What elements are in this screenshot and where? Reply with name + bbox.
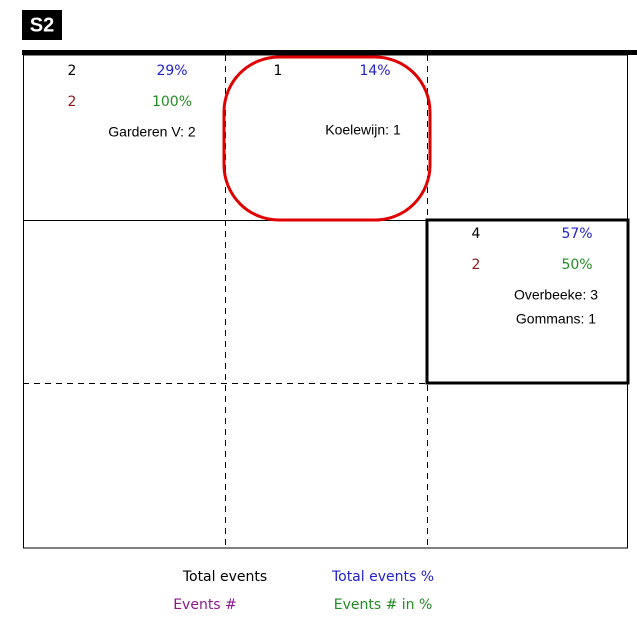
highlight-zone (222, 55, 432, 222)
events: 2 (472, 257, 481, 273)
player: Gommans: 1 (516, 311, 596, 327)
player: Koelewijn: 1 (325, 122, 401, 138)
total-events-pct: 14% (359, 63, 390, 79)
legend-total: Total events (182, 569, 267, 585)
events: 2 (68, 94, 77, 110)
title-box (22, 10, 62, 40)
title: S2 (30, 14, 54, 36)
total-events: 2 (68, 63, 77, 79)
legend-events: Events # (173, 597, 237, 613)
total-events: 4 (472, 226, 481, 242)
legend-events-pct: Events # in % (334, 597, 433, 613)
events-pct: 100% (152, 94, 192, 110)
legend-total-pct: Total events % (331, 569, 434, 585)
selected-zone (425, 218, 630, 385)
player: Overbeeke: 3 (514, 287, 598, 303)
events-pct: 50% (561, 257, 592, 273)
player: Garderen V: 2 (108, 124, 196, 140)
total-events-pct: 57% (561, 226, 592, 242)
total-events: 1 (274, 63, 283, 79)
top-bar (22, 50, 637, 55)
total-events-pct: 29% (156, 63, 187, 79)
